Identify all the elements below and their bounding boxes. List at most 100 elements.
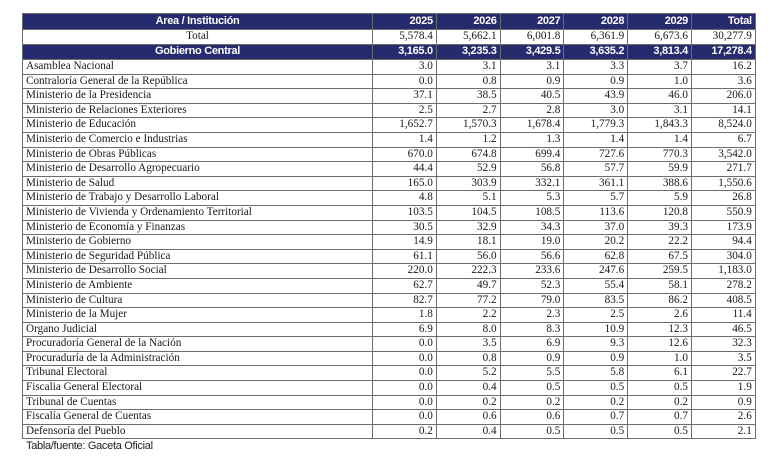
cell-value: 77.2 [435,292,501,309]
cell-value: 0.0 [372,336,437,352]
cell-value: 699.4 [499,146,565,163]
cell-value: 220.0 [372,263,437,279]
cell-value: 1.0 [627,73,692,90]
cell-value: 0.9 [499,350,565,367]
cell-value: 5.3 [499,190,565,206]
cell-value: 1,652.7 [372,117,437,133]
cell-value: 39.3 [627,219,692,236]
row-label: Fiscalia General Electoral [22,380,373,396]
cell-value: 2.2 [435,307,501,323]
row-label: Fiscalía General de Cuentas [22,409,373,425]
cell-value: 46.0 [627,88,692,104]
row-label: Ministerio de Comercio e Industrias [22,131,373,148]
column-header-2025: 2025 [372,13,437,30]
cell-value: 2.5 [563,307,629,323]
total-row: Total 5,578.4 5,662.1 6,001.8 6,361.9 6,… [22,29,756,45]
cell-value: 14.9 [372,234,437,250]
cell-value: 770.3 [627,146,692,163]
row-label: Ministerio de Ambiente [22,277,373,294]
cell-value: 6.1 [627,365,692,382]
column-header-2027: 2027 [499,13,565,30]
table-row: Ministerio de Desarrollo Agropecuario 44.… [22,161,756,177]
cell-value: 3.3 [563,59,629,75]
cell-value: 5.7 [563,190,629,206]
cell-value: 0.8 [435,73,501,90]
table-row: Defensoría del Pueblo 0.2 0.4 0.5 0.5 0.5 2.1 [22,423,756,440]
cell-value: 408.5 [690,292,756,309]
cell-value: 104.5 [435,204,501,221]
cell-value: 0.9 [499,73,565,90]
cell-value: 6,361.9 [563,29,629,45]
table-row: Ministerio de la Mujer 1.8 2.2 2.3 2.5 2.6 11.… [22,307,756,323]
row-label: Órgano Judicial [22,321,373,338]
cell-value: 58.1 [627,277,692,294]
cell-value: 388.6 [627,175,692,192]
column-header-2029: 2029 [627,13,692,30]
table-row: Ministerio de Educación 1,652.7 1,570.3 1,6… [22,117,756,133]
row-label: Ministerio de Salud [22,175,373,192]
cell-value: 2.5 [372,102,437,119]
cell-value: 16.2 [690,59,756,75]
cell-value: 0.5 [627,423,692,440]
cell-value: 26.8 [690,190,756,206]
cell-value: 0.9 [690,394,756,411]
cell-value: 1.0 [627,350,692,367]
cell-value: 332.1 [499,175,565,192]
cell-value: 3.1 [627,102,692,119]
cell-value: 361.1 [563,175,629,192]
table-row: Ministerio de Relaciones Exteriores 2.5 2.… [22,102,756,119]
cell-value: 5.9 [627,190,692,206]
cell-value: 2.8 [499,102,565,119]
cell-value: 0.6 [499,409,565,425]
table-row: Órgano Judicial 6.9 8.0 8.3 10.9 12.3 46.5 [22,321,756,338]
cell-value: 94.4 [690,234,756,250]
cell-value: 6.9 [372,321,437,338]
cell-value: 61.1 [372,248,437,265]
column-header-total: Total [690,13,756,30]
cell-value: 103.5 [372,204,437,221]
row-label: Ministerio de Desarrollo Agropecuario [22,161,373,177]
cell-value: 120.8 [627,204,692,221]
table-row: Asamblea Nacional 3.0 3.1 3.1 3.3 3.7 16.2 [22,59,756,75]
cell-value: 56.8 [499,161,565,177]
row-label: Ministerio de Gobierno [22,234,373,250]
cell-value: 82.7 [372,292,437,309]
cell-value: 5,578.4 [372,29,437,45]
table-row: Ministerio de Cultura 82.7 77.2 79.0 83.5 86.… [22,292,756,309]
cell-value: 52.3 [499,277,565,294]
cell-value: 247.6 [563,263,629,279]
cell-value: 2.1 [690,423,756,440]
cell-value: 22.7 [690,365,756,382]
table-row: Fiscalia General Electoral 0.0 0.4 0.5 0.5 0.… [22,380,756,396]
cell-value: 49.7 [435,277,501,294]
cell-value: 0.2 [563,394,629,411]
cell-value: 1.2 [435,131,501,148]
cell-value: 2.6 [627,307,692,323]
cell-value: 0.2 [435,394,501,411]
cell-value: 38.5 [435,88,501,104]
table-row: Contraloría General de la República 0.0 0.… [22,73,756,90]
cell-value: 11.4 [690,307,756,323]
cell-value: 1.4 [372,131,437,148]
cell-value: 0.0 [372,365,437,382]
cell-value: 0.5 [563,380,629,396]
cell-value: 173.9 [690,219,756,236]
cell-value: 3.6 [690,73,756,90]
row-label: Ministerio de la Presidencia [22,88,373,104]
row-label: Total [22,29,373,45]
cell-value: 3.0 [563,102,629,119]
table-row: Tribunal de Cuentas 0.0 0.2 0.2 0.2 0.2 0.9 [22,394,756,411]
cell-value: 9.3 [563,336,629,352]
cell-value: 0.0 [372,380,437,396]
row-label: Ministerio de Educación [22,117,373,133]
cell-value: 3,429.5 [499,44,565,60]
cell-value: 3.5 [435,336,501,352]
row-label: Asamblea Nacional [22,59,373,75]
row-label: Contraloría General de la República [22,73,373,90]
cell-value: 1.4 [627,131,692,148]
cell-value: 0.7 [627,409,692,425]
cell-value: 0.6 [435,409,501,425]
column-header-2028: 2028 [563,13,629,30]
cell-value: 56.6 [499,248,565,265]
cell-value: 0.0 [372,350,437,367]
